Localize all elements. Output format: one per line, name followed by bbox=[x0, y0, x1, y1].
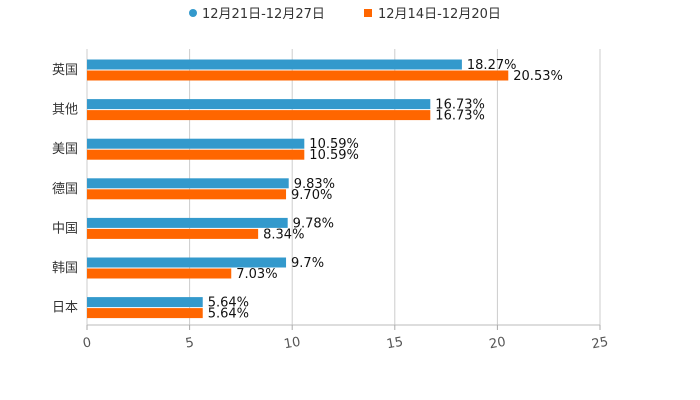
data-label-series-1-4: 9.78% bbox=[293, 216, 334, 231]
category-label-3: 德国 bbox=[52, 182, 78, 197]
data-label-series-2-3: 9.70% bbox=[291, 188, 332, 203]
bar-series-1-3 bbox=[87, 178, 289, 189]
data-label-series-2-4: 8.34% bbox=[263, 227, 304, 242]
data-label-series-2-1: 16.73% bbox=[435, 109, 485, 124]
bar-series-2-4 bbox=[87, 228, 259, 239]
bar-series-2-0 bbox=[87, 70, 509, 81]
bar-series-1-4 bbox=[87, 217, 288, 228]
legend-label-series-2: 12月14日-12月20日 bbox=[378, 7, 501, 22]
x-axis-ticks: 0 5 10 15 20 25 bbox=[82, 325, 610, 352]
legend: 12月21日-12月27日 12月14日-12月20日 bbox=[189, 7, 501, 22]
data-label-series-2-0: 20.53% bbox=[513, 69, 563, 84]
bars bbox=[87, 59, 509, 319]
tick-label-0: 0 bbox=[82, 335, 93, 351]
bar-series-1-6 bbox=[87, 297, 203, 308]
tick-label-25: 25 bbox=[591, 335, 610, 353]
legend-marker-series-1 bbox=[189, 9, 197, 17]
tick-label-10: 10 bbox=[283, 335, 302, 353]
data-label-series-1-0: 18.27% bbox=[467, 58, 517, 73]
data-label-series-2-6: 5.64% bbox=[208, 307, 249, 322]
data-label-series-1-3: 9.83% bbox=[294, 177, 335, 192]
bar-series-2-2 bbox=[87, 149, 305, 160]
legend-label-series-1: 12月21日-12月27日 bbox=[202, 7, 325, 22]
data-label-series-1-6: 5.64% bbox=[208, 296, 249, 311]
data-label-series-1-5: 9.7% bbox=[291, 256, 324, 271]
bar-series-1-2 bbox=[87, 138, 305, 149]
category-label-2: 美国 bbox=[52, 142, 78, 157]
category-label-4: 中国 bbox=[52, 221, 78, 236]
tick-label-5: 5 bbox=[184, 335, 195, 351]
bar-series-2-6 bbox=[87, 308, 203, 319]
bar-series-2-3 bbox=[87, 189, 287, 200]
category-label-6: 日本 bbox=[52, 301, 78, 316]
bar-series-2-5 bbox=[87, 268, 232, 279]
bar-series-1-5 bbox=[87, 257, 287, 268]
data-label-series-2-2: 10.59% bbox=[309, 148, 359, 163]
category-label-1: 其他 bbox=[52, 103, 78, 118]
grid bbox=[86, 49, 601, 326]
tick-label-15: 15 bbox=[385, 335, 404, 353]
bar-series-1-0 bbox=[87, 59, 462, 70]
data-label-series-1-1: 16.73% bbox=[435, 98, 485, 113]
tick-label-20: 20 bbox=[488, 335, 507, 353]
category-label-5: 韩国 bbox=[52, 261, 78, 276]
bar-series-2-1 bbox=[87, 110, 431, 121]
legend-marker-series-2 bbox=[364, 9, 372, 17]
data-label-series-2-5: 7.03% bbox=[236, 267, 277, 282]
data-label-series-1-2: 10.59% bbox=[309, 137, 359, 152]
data-labels: 18.27%20.53% 16.73%16.73% 10.59%10.59% 9.83… bbox=[208, 58, 563, 322]
bar-series-1-1 bbox=[87, 99, 431, 110]
category-label-0: 英国 bbox=[52, 63, 78, 78]
